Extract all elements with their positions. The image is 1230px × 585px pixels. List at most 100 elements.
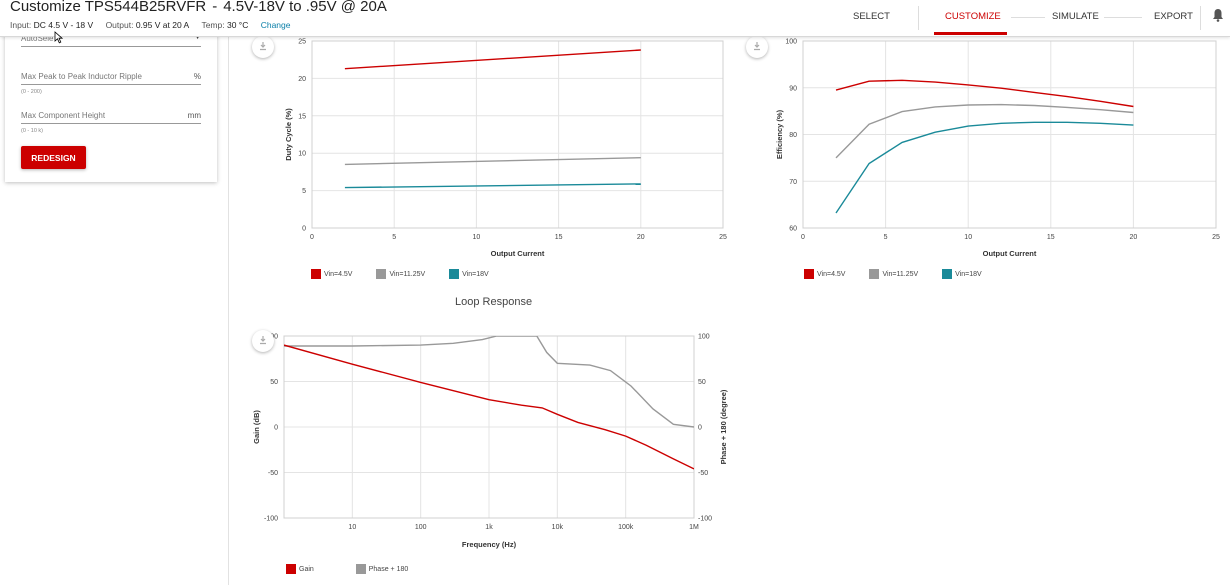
legend-swatch — [804, 269, 814, 279]
x-tick-label: 5 — [884, 234, 888, 241]
legend-item[interactable]: Vin=18V — [449, 269, 489, 279]
legend-swatch — [449, 269, 460, 279]
y2-tick-label: 50 — [698, 379, 706, 386]
header-divider — [1200, 6, 1201, 30]
step-connector — [1011, 17, 1045, 18]
y-tick-label: 10 — [298, 151, 306, 158]
y-axis-label: Efficiency (%) — [775, 109, 784, 159]
notification-bell-icon[interactable] — [1212, 8, 1224, 27]
y-axis-label: Duty Cycle (%) — [284, 108, 293, 161]
legend-item[interactable]: Phase + 180 — [355, 564, 408, 574]
legend-swatch — [869, 269, 880, 279]
title-subtitle: 4.5V-18V to .95V @ 20A — [223, 0, 387, 15]
output-value: 0.95 V at 20 A — [135, 20, 190, 30]
series-line-1 — [284, 336, 694, 428]
legend-swatch — [942, 269, 953, 279]
y-tick-label: 15 — [298, 113, 306, 120]
loop-response-legend: Gain Phase + 180 — [286, 564, 430, 574]
y2-tick-label: 100 — [698, 334, 710, 341]
mouse-cursor-icon — [54, 31, 63, 44]
y-tick-label: 5 — [302, 188, 306, 195]
ripple-unit: % — [193, 72, 201, 81]
x-axis-label: Output Current — [983, 249, 1037, 258]
design-summary: Input: DC 4.5 V - 18 V Output: 0.95 V at… — [10, 20, 291, 30]
download-efficiency-button[interactable] — [746, 36, 768, 58]
x-tick-label: 10 — [348, 524, 356, 531]
x-tick-label: 10 — [964, 234, 972, 241]
x-tick-label: 5 — [392, 234, 396, 241]
title-part: Customize TPS544B25RVFR — [10, 0, 207, 15]
download-icon — [260, 42, 266, 51]
y-tick-label: 20 — [298, 76, 306, 83]
legend-label: Gain — [299, 565, 314, 573]
step-divider — [918, 6, 919, 30]
x-tick-label: 20 — [637, 234, 645, 241]
legend-label: Vin=4.5V — [324, 270, 353, 278]
y-tick-label: 25 — [298, 39, 306, 46]
legend-label: Vin=11.25V — [389, 270, 426, 278]
plot-area — [802, 40, 1217, 229]
inductor-select-value: AutoSele — [21, 34, 54, 43]
x-tick-label: 25 — [1212, 234, 1220, 241]
x-tick-label: 100k — [618, 524, 634, 531]
download-loop-response-button[interactable] — [252, 330, 274, 352]
active-step-indicator — [934, 32, 1007, 35]
legend-label: Vin=11.25V — [882, 270, 919, 278]
legend-swatch — [286, 564, 296, 574]
y2-axis-label: Phase + 180 (degree) — [719, 389, 728, 464]
ripple-input[interactable]: Max Peak to Peak Inductor Ripple % — [21, 72, 201, 85]
series-line-0 — [284, 344, 694, 470]
plot-area — [311, 40, 724, 229]
series-line-1 — [344, 157, 641, 166]
legend-item[interactable]: Gain — [286, 564, 314, 574]
step-customize[interactable]: CUSTOMIZE — [945, 11, 1001, 22]
legend-item[interactable]: Vin=4.5V — [804, 269, 845, 279]
x-tick-label: 15 — [1047, 234, 1055, 241]
output-label: Output: — [105, 20, 134, 30]
ripple-hint: (0 - 200) — [21, 89, 42, 95]
x-tick-label: 1k — [485, 524, 493, 531]
x-tick-label: 20 — [1130, 234, 1138, 241]
x-tick-label: 10 — [473, 234, 481, 241]
series-line-1 — [835, 103, 1134, 159]
component-height-hint: (0 - 10 k) — [21, 128, 44, 134]
y-tick-label: -50 — [268, 470, 278, 477]
design-parameters-panel: AutoSele ▼ Max Peak to Peak Inductor Rip… — [5, 30, 217, 182]
content-divider — [228, 36, 229, 585]
x-tick-label: 0 — [310, 234, 314, 241]
step-export[interactable]: EXPORT — [1154, 11, 1193, 22]
input-value: DC 4.5 V - 18 V — [33, 20, 94, 30]
step-select[interactable]: SELECT — [853, 11, 890, 22]
component-height-unit: mm — [187, 111, 201, 120]
y-tick-label: 100 — [785, 39, 797, 46]
y2-tick-label: -50 — [698, 470, 708, 477]
x-tick-label: 100 — [415, 524, 427, 531]
redesign-button[interactable]: REDESIGN — [21, 146, 86, 169]
legend-item[interactable]: Vin=4.5V — [311, 269, 352, 279]
legend-item[interactable]: Vin=11.25V — [869, 269, 918, 279]
series-line-2 — [835, 121, 1134, 214]
download-duty-cycle-button[interactable] — [252, 36, 274, 58]
inductor-select[interactable]: AutoSele ▼ — [21, 34, 201, 47]
legend-item[interactable]: Vin=11.25V — [376, 269, 425, 279]
step-connector — [1104, 17, 1142, 18]
efficiency-legend: Vin=4.5V Vin=11.25V Vin=18V — [804, 269, 1004, 279]
series-line-0 — [344, 49, 641, 70]
series-line-2 — [344, 183, 641, 189]
title-separator: - — [212, 0, 218, 15]
component-height-label: Max Component Height — [21, 111, 106, 120]
y-tick-label: 80 — [789, 132, 797, 139]
series-line-0 — [835, 79, 1134, 108]
component-height-input[interactable]: Max Component Height mm — [21, 111, 201, 124]
duty-cycle-legend: Vin=4.5V Vin=11.25V Vin=18V — [311, 269, 511, 279]
legend-item[interactable]: Vin=18V — [942, 269, 982, 279]
chevron-down-icon[interactable]: ▼ — [194, 34, 201, 41]
step-simulate[interactable]: SIMULATE — [1052, 11, 1099, 22]
app-header: Customize TPS544B25RVFR -4.5V-18V to .95V… — [0, 0, 1230, 37]
change-link[interactable]: Change — [260, 20, 291, 30]
legend-label: Vin=18V — [955, 270, 982, 278]
x-axis-label: Output Current — [491, 249, 545, 258]
legend-swatch — [355, 564, 366, 574]
legend-swatch — [376, 269, 387, 279]
